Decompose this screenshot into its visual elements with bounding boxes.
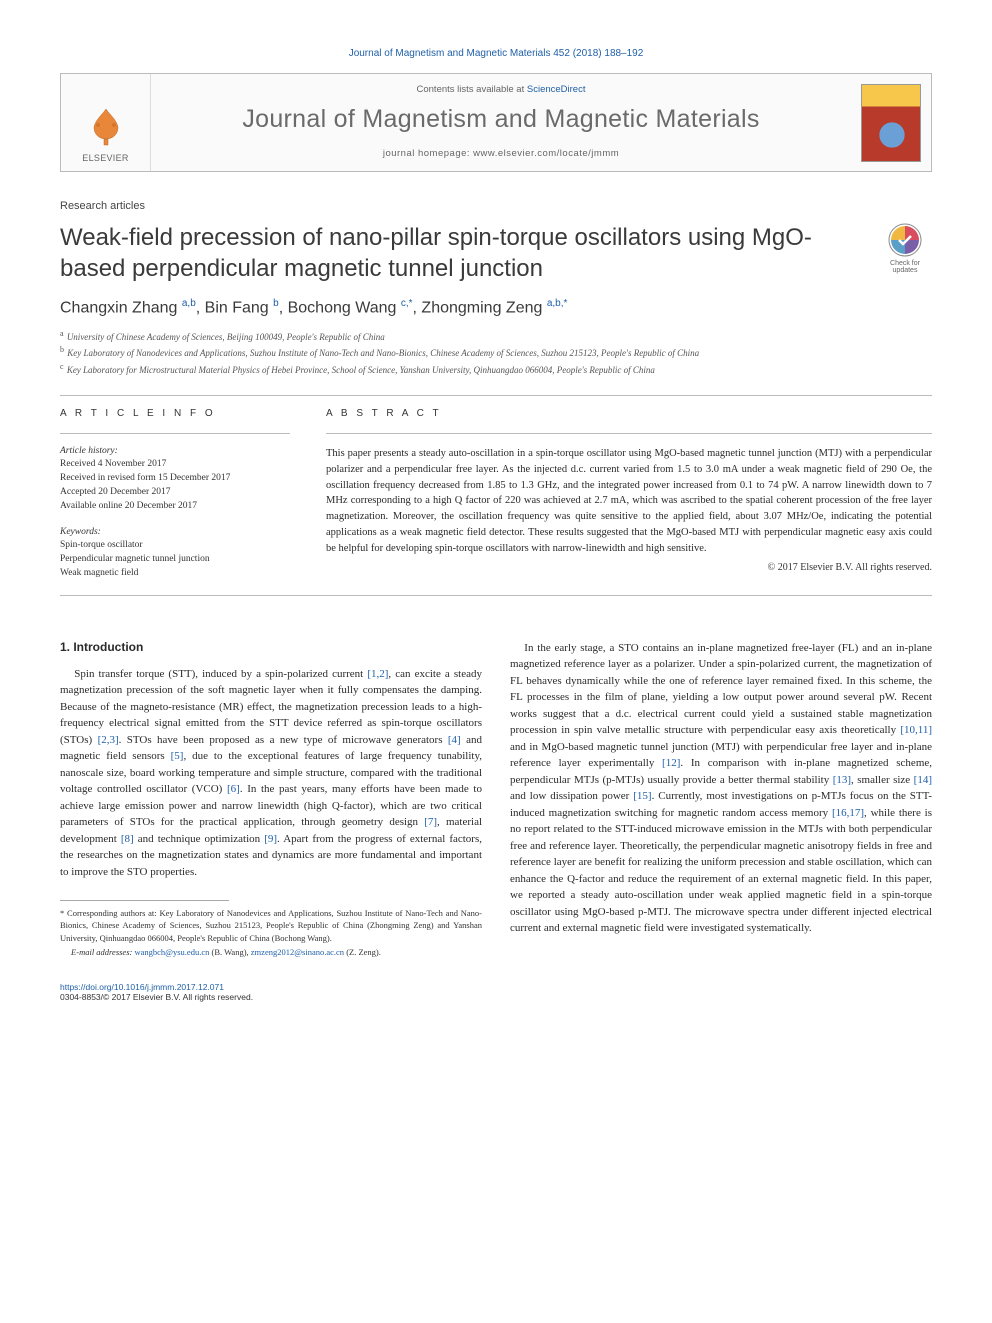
keyword-item: Perpendicular magnetic tunnel junction bbox=[60, 553, 290, 567]
history-item: Received in revised form 15 December 201… bbox=[60, 472, 290, 486]
affiliations: a University of Chinese Academy of Scien… bbox=[60, 328, 932, 378]
keyword-item: Weak magnetic field bbox=[60, 567, 290, 581]
check-updates-icon bbox=[887, 222, 923, 258]
abstract-copyright: © 2017 Elsevier B.V. All rights reserved… bbox=[326, 562, 932, 573]
email-footnote: E-mail addresses: wangbch@ysu.edu.cn (B.… bbox=[60, 946, 482, 958]
elsevier-tree-icon bbox=[84, 105, 128, 149]
email-label: E-mail addresses: bbox=[71, 947, 134, 957]
history-item: Received 4 November 2017 bbox=[60, 458, 290, 472]
divider bbox=[60, 395, 932, 396]
contents-line: Contents lists available at ScienceDirec… bbox=[161, 84, 841, 95]
issn-copyright: 0304-8853/© 2017 Elsevier B.V. All right… bbox=[60, 992, 932, 1002]
intro-heading: 1. Introduction bbox=[60, 640, 482, 654]
footnote-divider bbox=[60, 900, 229, 901]
affiliation: b Key Laboratory of Nanodevices and Appl… bbox=[60, 344, 932, 361]
divider bbox=[60, 433, 290, 434]
divider bbox=[60, 595, 932, 596]
footer: https://doi.org/10.1016/j.jmmm.2017.12.0… bbox=[60, 982, 932, 1002]
article-info-label: A R T I C L E I N F O bbox=[60, 408, 290, 419]
elsevier-label: ELSEVIER bbox=[82, 153, 128, 163]
history-item: Available online 20 December 2017 bbox=[60, 500, 290, 514]
abstract-label: A B S T R A C T bbox=[326, 408, 932, 419]
journal-cover-thumbnail bbox=[861, 84, 921, 162]
affiliation: c Key Laboratory for Microstructural Mat… bbox=[60, 361, 932, 378]
contents-prefix: Contents lists available at bbox=[417, 84, 527, 95]
journal-masthead: ELSEVIER Contents lists available at Sci… bbox=[60, 73, 932, 172]
history-label: Article history: bbox=[60, 446, 290, 456]
affiliation: a University of Chinese Academy of Scien… bbox=[60, 328, 932, 345]
check-updates-badge[interactable]: Check for updates bbox=[878, 222, 932, 274]
divider bbox=[326, 433, 932, 434]
sciencedirect-link[interactable]: ScienceDirect bbox=[527, 84, 586, 95]
history-item: Accepted 20 December 2017 bbox=[60, 486, 290, 500]
journal-citation: Journal of Magnetism and Magnetic Materi… bbox=[60, 48, 932, 59]
intro-paragraph-1: Spin transfer torque (STT), induced by a… bbox=[60, 666, 482, 881]
corresponding-footnote: * Corresponding authors at: Key Laborato… bbox=[60, 907, 482, 944]
journal-homepage: journal homepage: www.elsevier.com/locat… bbox=[161, 148, 841, 159]
article-type: Research articles bbox=[60, 200, 932, 212]
homepage-prefix: journal homepage: bbox=[383, 148, 473, 159]
elsevier-logo-block: ELSEVIER bbox=[61, 74, 151, 171]
check-updates-label: Check for updates bbox=[890, 260, 920, 274]
doi-link[interactable]: https://doi.org/10.1016/j.jmmm.2017.12.0… bbox=[60, 982, 932, 992]
keyword-item: Spin-torque oscillator bbox=[60, 539, 290, 553]
article-title: Weak-field precession of nano-pillar spi… bbox=[60, 222, 862, 284]
keywords-label: Keywords: bbox=[60, 527, 290, 537]
email-addresses: wangbch@ysu.edu.cn (B. Wang), zmzeng2012… bbox=[134, 947, 380, 957]
homepage-url[interactable]: www.elsevier.com/locate/jmmm bbox=[473, 148, 619, 159]
abstract-text: This paper presents a steady auto-oscill… bbox=[326, 446, 932, 556]
intro-paragraph-2: In the early stage, a STO contains an in… bbox=[510, 640, 932, 937]
authors-list: Changxin Zhang a,b, Bin Fang b, Bochong … bbox=[60, 298, 932, 317]
journal-name: Journal of Magnetism and Magnetic Materi… bbox=[161, 105, 841, 134]
